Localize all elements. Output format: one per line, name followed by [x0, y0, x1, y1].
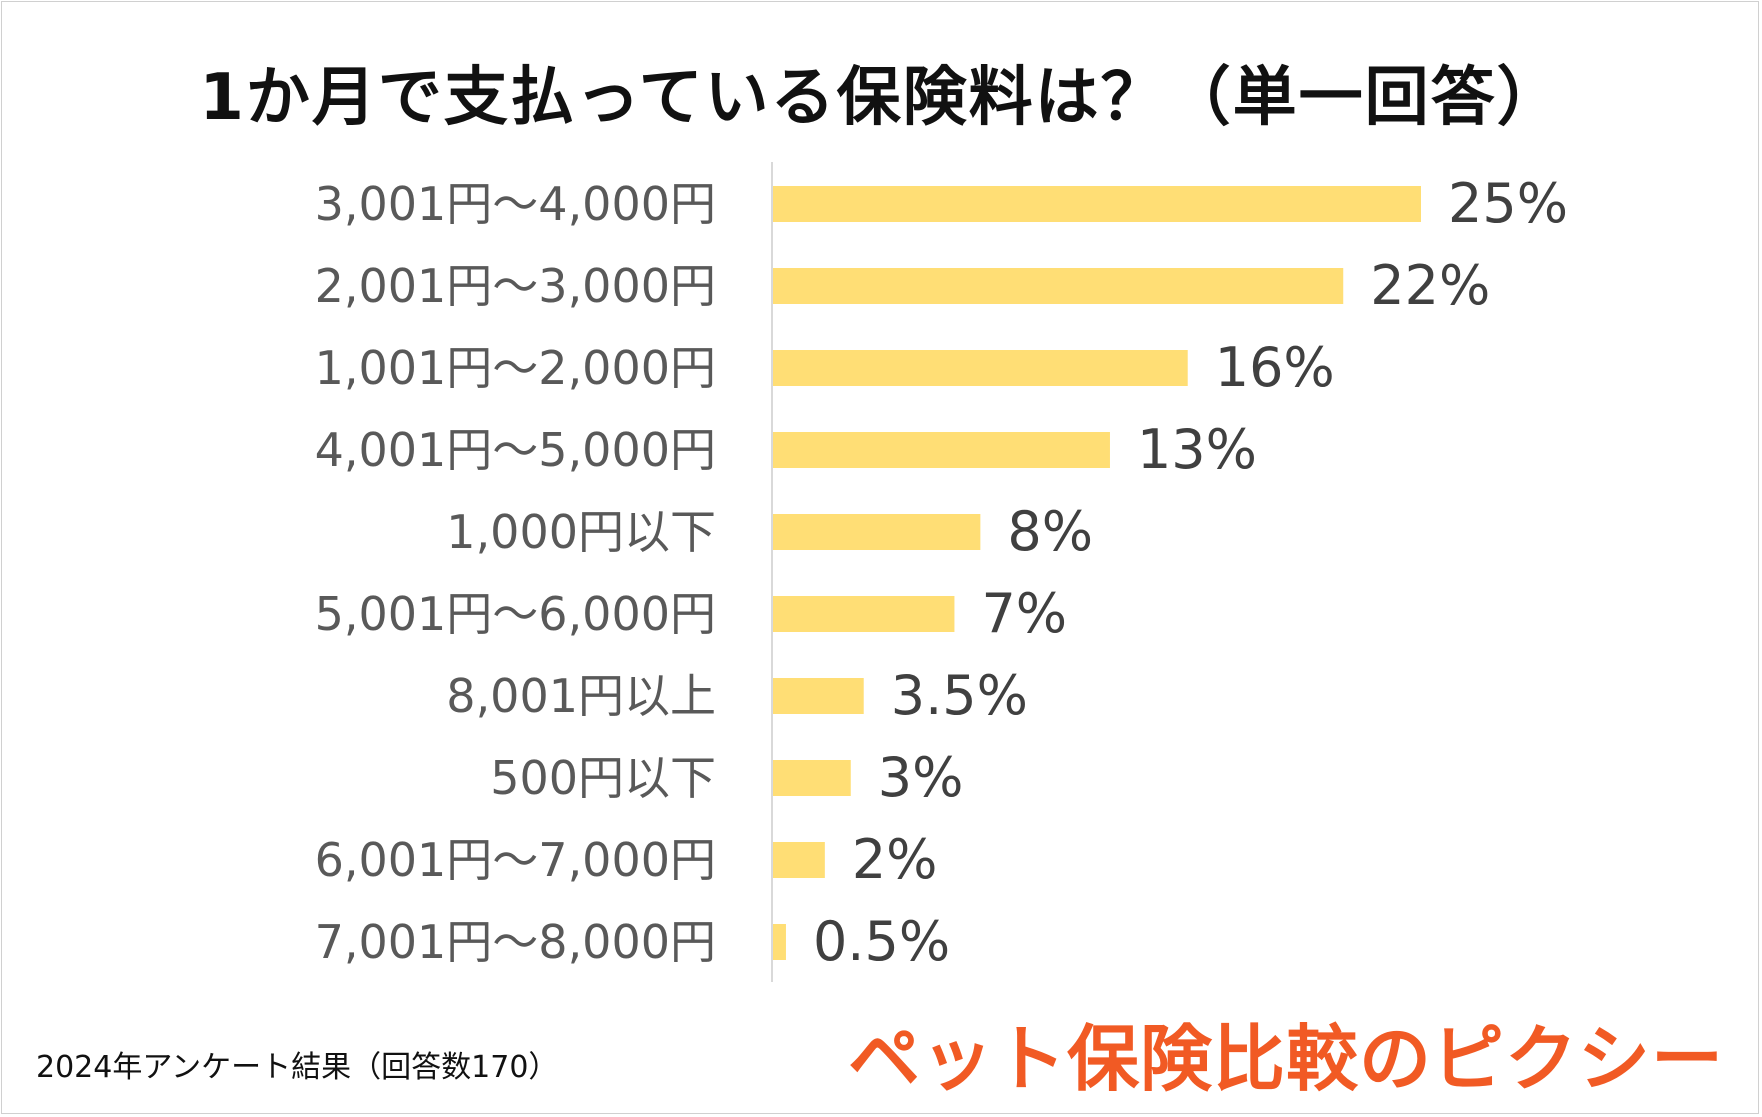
bar: [773, 596, 955, 632]
category-label: 500円以下: [490, 751, 716, 805]
category-label: 1,001円〜2,000円: [315, 341, 716, 395]
bar: [773, 924, 786, 960]
category-label: 8,001円以上: [446, 669, 716, 723]
category-label: 7,001円〜8,000円: [315, 915, 716, 969]
bar: [773, 514, 981, 550]
chart-title: 1か月で支払っている保険料は？（単一回答）: [199, 61, 1563, 135]
bar: [773, 186, 1421, 222]
data-label: 2%: [852, 828, 938, 891]
data-label: 3%: [878, 746, 964, 809]
bar: [773, 432, 1110, 468]
category-label: 5,001円〜6,000円: [315, 587, 716, 641]
data-label: 8%: [1007, 500, 1093, 563]
data-label: 22%: [1370, 254, 1490, 317]
bar: [773, 350, 1188, 386]
data-label: 0.5%: [813, 910, 950, 973]
category-label: 4,001円〜5,000円: [315, 423, 716, 477]
data-label: 7%: [981, 582, 1067, 645]
bar: [773, 268, 1344, 304]
category-label: 6,001円〜7,000円: [315, 833, 716, 887]
data-label: 16%: [1215, 336, 1335, 399]
category-label: 2,001円〜3,000円: [315, 259, 716, 313]
category-label: 1,000円以下: [446, 505, 716, 559]
brand-logo: ペット保険比較のピクシー: [848, 1017, 1725, 1101]
survey-note: 2024年アンケート結果（回答数170）: [36, 1050, 559, 1085]
bar: [773, 678, 864, 714]
bar: [773, 760, 851, 796]
category-label: 3,001円〜4,000円: [315, 177, 716, 231]
data-label: 3.5%: [891, 664, 1028, 727]
data-label: 25%: [1448, 172, 1568, 235]
data-label: 13%: [1137, 418, 1257, 481]
bar: [773, 842, 825, 878]
